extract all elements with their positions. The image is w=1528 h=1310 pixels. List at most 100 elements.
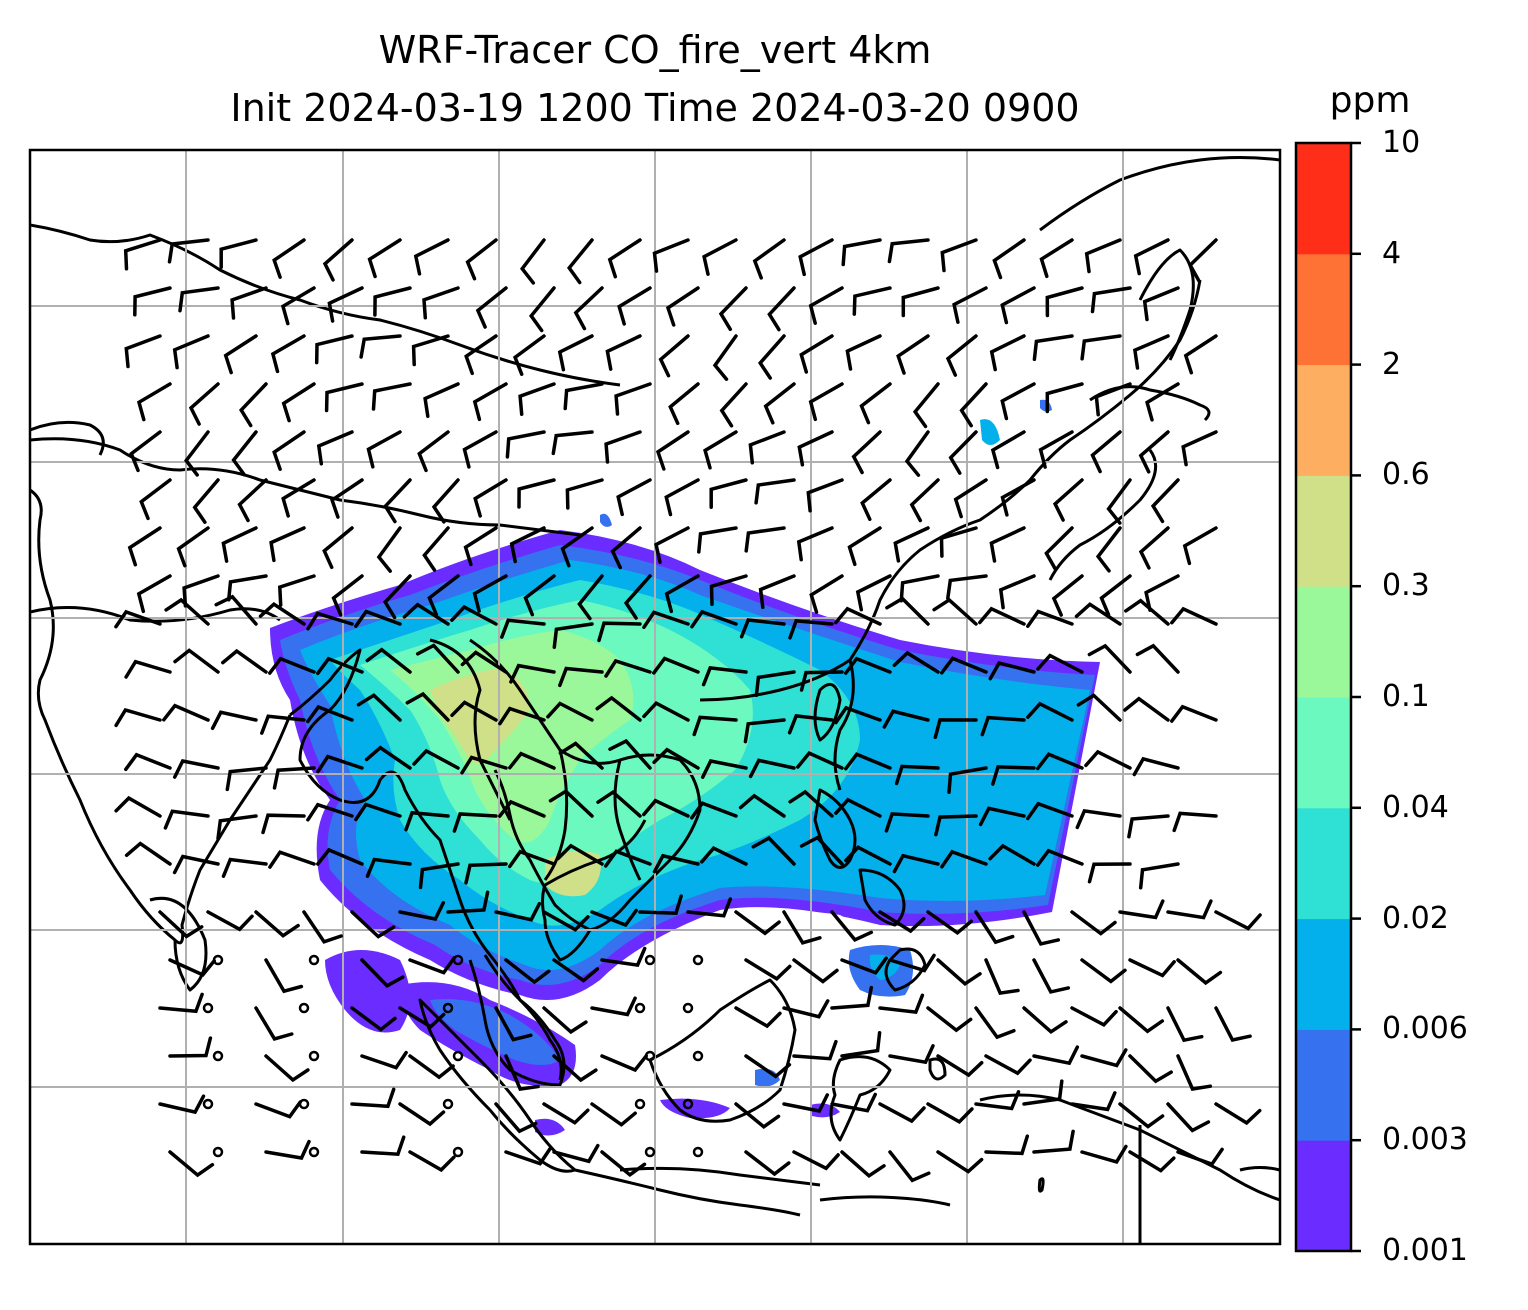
- wind-barb: [792, 1039, 838, 1061]
- wind-barb: [359, 334, 402, 359]
- wind-barb: [623, 574, 652, 620]
- colorbar-segment: [1296, 475, 1351, 587]
- wind-barb: [830, 985, 874, 1010]
- wind-barb: [1032, 334, 1074, 362]
- wind-barb: [519, 238, 546, 285]
- wind-barb: [264, 958, 304, 994]
- wind-barb: [431, 478, 460, 524]
- wind-barb: [1026, 701, 1074, 722]
- wind-barb: [1172, 811, 1218, 833]
- colorbar-tick-label: 0.001: [1382, 1233, 1468, 1268]
- wind-barb: [988, 843, 1036, 866]
- wind-barb: [354, 609, 402, 628]
- wind-barb: [845, 334, 882, 371]
- wind-barb: [798, 238, 834, 277]
- wind-barb: [172, 334, 210, 370]
- wind-barb: [754, 478, 796, 505]
- wind-barb: [465, 238, 498, 281]
- wind-barb: [642, 701, 690, 722]
- wind-barb: [1032, 1045, 1080, 1066]
- wind-barb: [1038, 430, 1074, 469]
- colorbar-segment: [1296, 807, 1351, 920]
- wind-barb: [888, 953, 936, 973]
- wind-barb: [788, 619, 834, 640]
- wind-barb: [1080, 958, 1127, 984]
- wind-barb: [1138, 862, 1180, 890]
- wind-barb: [885, 596, 930, 626]
- wind-barb: [523, 574, 556, 617]
- wind-barb: [221, 526, 258, 563]
- wind-barb: [1181, 430, 1218, 467]
- wind-barb: [806, 478, 844, 513]
- wind-barb: [834, 705, 882, 725]
- wind-barb: [402, 602, 450, 626]
- wind-barb: [577, 574, 604, 621]
- wind-barb: [231, 430, 258, 477]
- wind-barb: [934, 814, 978, 837]
- wind-barb: [565, 478, 604, 510]
- wind-barb: [748, 758, 796, 779]
- wind-barb: [884, 812, 930, 833]
- wind-barb: [610, 526, 642, 570]
- wind-barb: [912, 382, 940, 429]
- calm-wind-circle: [308, 954, 320, 966]
- wind-barb: [1170, 606, 1218, 626]
- wind-barb: [702, 238, 738, 276]
- wind-barb: [892, 650, 940, 674]
- wind-barb: [512, 334, 546, 376]
- wind-barb: [1128, 1150, 1176, 1173]
- wind-barb: [254, 910, 300, 938]
- wind-barb: [504, 1054, 540, 1092]
- wind-barb: [668, 382, 700, 426]
- calm-wind-circle: [298, 1098, 310, 1110]
- wind-barb: [168, 1036, 213, 1058]
- wind-barb: [366, 430, 402, 469]
- wind-barb: [427, 574, 460, 617]
- wind-barb: [124, 841, 172, 866]
- wind-barb: [936, 1054, 984, 1078]
- wind-barb: [904, 430, 930, 477]
- wind-barb: [600, 1054, 648, 1073]
- wind-barb: [652, 747, 700, 770]
- wind-barb: [989, 334, 1026, 372]
- wind-barb: [504, 1146, 552, 1166]
- wind-barb: [840, 1150, 886, 1179]
- wind-barb: [460, 650, 508, 674]
- wind-barb: [940, 656, 988, 675]
- wind-barb: [398, 1102, 446, 1127]
- calm-wind-circle: [692, 954, 704, 966]
- wind-barb: [1080, 1144, 1128, 1164]
- wind-barb: [270, 334, 306, 374]
- wind-barb: [124, 659, 172, 679]
- wind-barb: [1183, 334, 1218, 375]
- wind-barb: [1045, 382, 1084, 414]
- calm-wind-circle: [308, 1050, 320, 1062]
- wind-barb: [552, 1143, 600, 1164]
- wind-barb: [782, 1093, 830, 1113]
- wind-barb: [616, 478, 652, 517]
- wind-barb: [752, 238, 786, 280]
- wind-barb: [700, 846, 748, 866]
- wind-barb: [548, 789, 594, 818]
- wind-barb: [763, 382, 796, 425]
- colorbar-tick-label: 0.6: [1382, 457, 1430, 493]
- wind-barb: [901, 286, 940, 318]
- wind-barb: [316, 430, 354, 466]
- wind-barb: [136, 382, 172, 422]
- wind-barb: [1176, 1054, 1213, 1091]
- wind-barb: [974, 1090, 1021, 1111]
- wind-barb: [129, 430, 162, 473]
- wind-barb: [508, 849, 556, 869]
- wind-barb: [859, 382, 892, 425]
- wind-barb: [176, 526, 210, 568]
- wind-barb: [888, 1150, 931, 1183]
- wind-barb: [472, 382, 508, 422]
- wind-barb: [664, 574, 700, 614]
- wind-barb: [1052, 478, 1084, 522]
- wind-barb: [1087, 643, 1132, 674]
- wind-barb: [306, 611, 354, 631]
- wind-barb: [953, 478, 988, 519]
- wind-barb: [1176, 958, 1223, 986]
- wind-barb: [354, 802, 402, 822]
